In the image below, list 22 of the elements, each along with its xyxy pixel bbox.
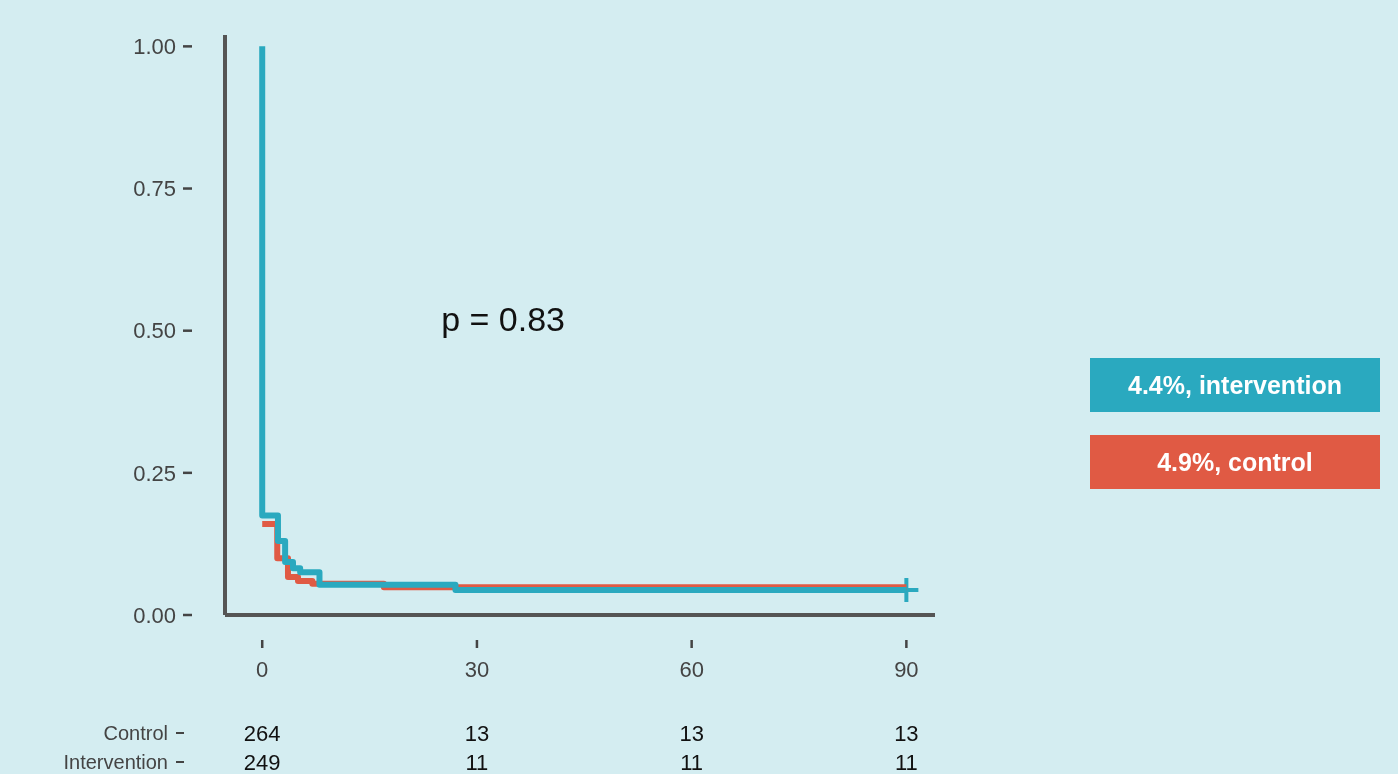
text: 11	[680, 749, 704, 774]
x-tick-label: 60	[679, 657, 704, 682]
text: Intervention	[63, 751, 168, 773]
y-tick-label: 1.00	[133, 34, 176, 60]
text: 4.4%, intervention	[1128, 370, 1342, 399]
text: 11	[465, 749, 489, 774]
text: 264	[243, 720, 281, 746]
x-tick-label: 90	[894, 657, 919, 682]
x-tick-label: 0	[256, 657, 269, 682]
text: 13	[464, 720, 490, 746]
text: 11	[894, 749, 918, 774]
text: 13	[894, 720, 919, 746]
y-tick-label: 0.75	[133, 176, 176, 202]
text: 249	[243, 749, 281, 774]
y-tick-label: 0.00	[133, 602, 176, 628]
x-tick-label: 30	[464, 657, 490, 682]
annotation: p = 0.83	[441, 299, 565, 338]
text: Control	[103, 722, 168, 744]
y-tick-label: 0.50	[133, 318, 176, 344]
y-tick-label: 0.25	[133, 460, 176, 486]
text: 4.9%, control	[1157, 447, 1313, 476]
text: 13	[679, 720, 704, 746]
